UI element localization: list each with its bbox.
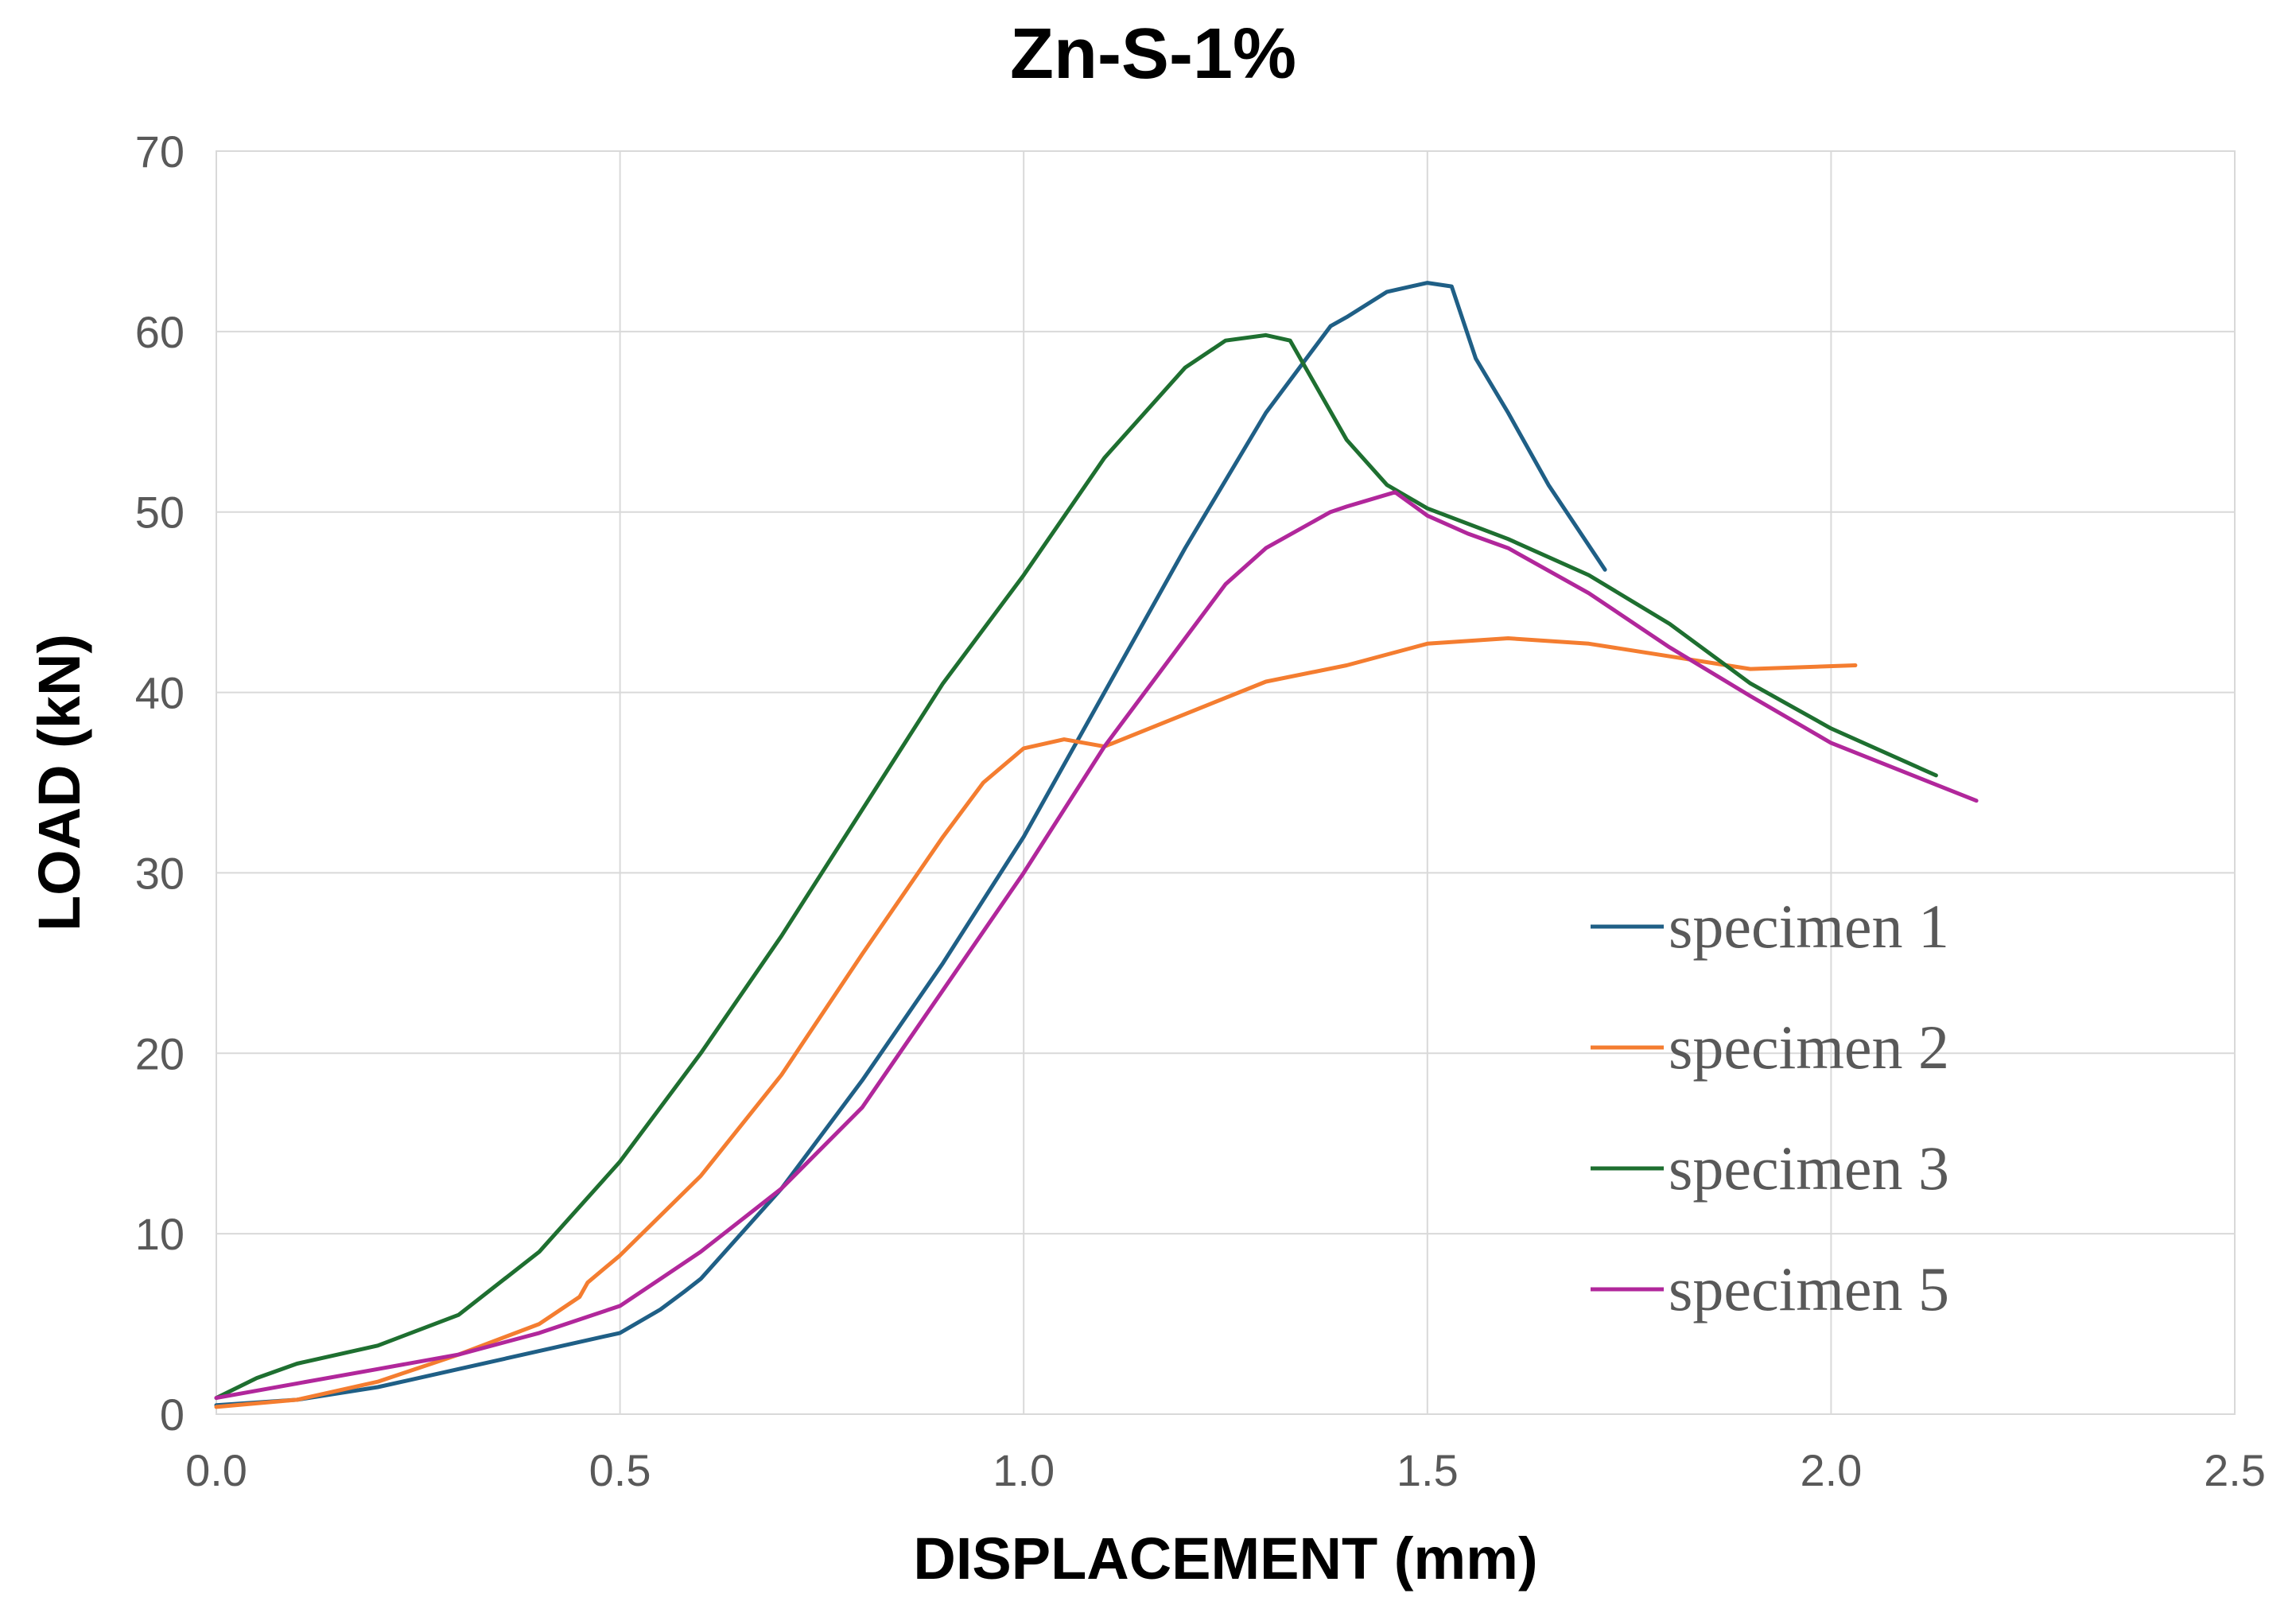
legend-label: specimen 3	[1669, 1133, 1949, 1203]
x-tick-label: 0.5	[589, 1445, 651, 1495]
y-axis-label: LOAD (kN)	[26, 634, 92, 931]
x-tick-label: 2.0	[1800, 1445, 1862, 1495]
legend: specimen 1 specimen 2 specimen 3 specimen 5	[1591, 892, 1949, 1323]
series-line-specimen-1	[214, 281, 1607, 1408]
x-tick-label: 0.0	[185, 1445, 247, 1495]
series-line-specimen-2	[214, 636, 1858, 1409]
legend-label: specimen 1	[1669, 892, 1949, 961]
series-line-specimen-3	[214, 332, 1938, 1401]
x-tick-label: 1.0	[993, 1445, 1055, 1495]
chart-title: Zn-S-1%	[1010, 14, 1296, 94]
y-tick-label: 50	[135, 488, 185, 538]
x-axis-label: DISPLACEMENT (mm)	[913, 1526, 1537, 1592]
x-tick-label: 1.5	[1397, 1445, 1459, 1495]
series-lines	[214, 281, 1979, 1409]
tick-labels: 0 10 20 30 40 50 60 70 0.0 0.5 1.0 1.5 2.0 2.5	[135, 126, 2266, 1495]
legend-label: specimen 2	[1669, 1012, 1949, 1082]
y-tick-label: 70	[135, 126, 185, 177]
x-tick-label: 2.5	[2204, 1445, 2266, 1495]
y-tick-label: 40	[135, 668, 185, 718]
y-tick-label: 60	[135, 307, 185, 357]
plot-area	[216, 150, 2236, 1415]
y-tick-label: 30	[135, 848, 185, 898]
y-tick-label: 0	[160, 1390, 185, 1440]
legend-label: specimen 5	[1669, 1254, 1949, 1323]
series-line-specimen-4	[214, 490, 1979, 1401]
y-tick-label: 20	[135, 1028, 185, 1079]
y-tick-label: 10	[135, 1209, 185, 1259]
